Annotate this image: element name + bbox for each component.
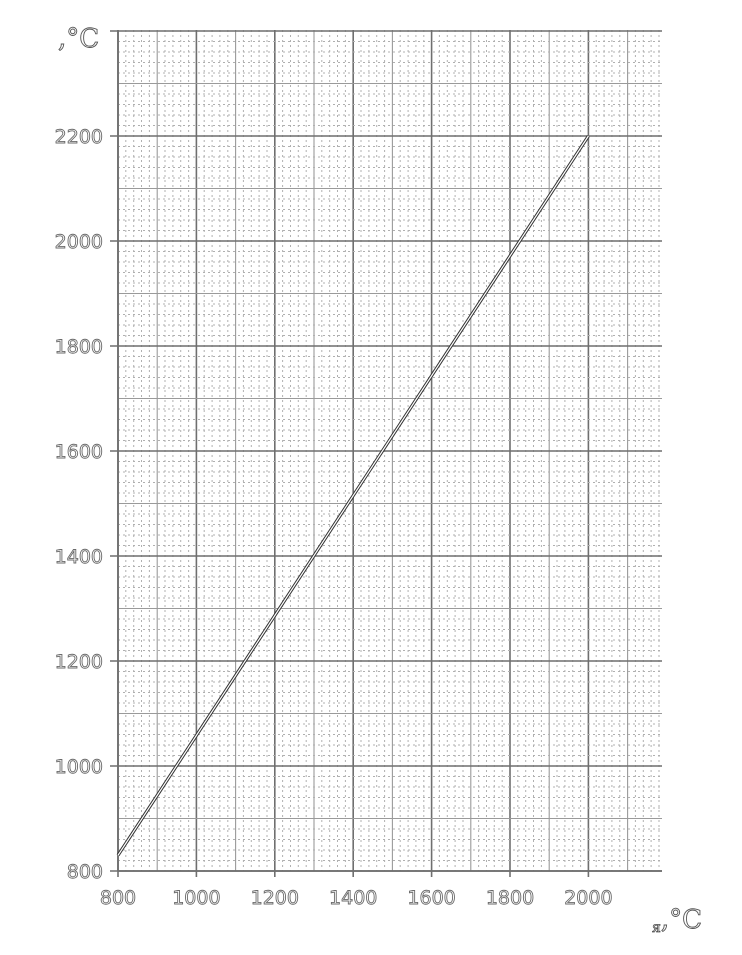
- x-tick-label: 1600: [407, 887, 455, 909]
- y-tick-label: 1600: [55, 441, 103, 463]
- x-axis-title: я,°C: [652, 905, 702, 936]
- x-tick-label: 1400: [329, 887, 377, 909]
- x-axis-title-sub: я: [652, 920, 661, 936]
- y-tick-label: 1200: [55, 651, 103, 673]
- x-tick-label: 1800: [486, 887, 534, 909]
- y-tick-label: 800: [67, 861, 103, 883]
- series-line-group: [116, 135, 590, 857]
- y-axis-title-text: ,°C: [58, 24, 99, 54]
- x-tick-label: 1200: [251, 887, 299, 909]
- y-tick-label: 2000: [55, 231, 103, 253]
- y-tick-label: 1800: [55, 336, 103, 358]
- y-tick-label: 1400: [55, 546, 103, 568]
- series-line: [117, 135, 589, 856]
- grid: [110, 30, 662, 877]
- x-tick-label: 800: [100, 887, 136, 909]
- tick-labels: 800 1000 1200 1400 1600 1800 2000 800 1000 1200 14…: [54, 126, 613, 910]
- y-tick-label: 1000: [55, 756, 103, 778]
- x-axis-title-main: ,°C: [661, 905, 702, 935]
- y-tick-label: 2200: [55, 126, 103, 148]
- x-tick-label: 2000: [564, 887, 612, 909]
- y-axis-title: ,°C: [58, 24, 99, 54]
- x-tick-label: 1000: [172, 887, 220, 909]
